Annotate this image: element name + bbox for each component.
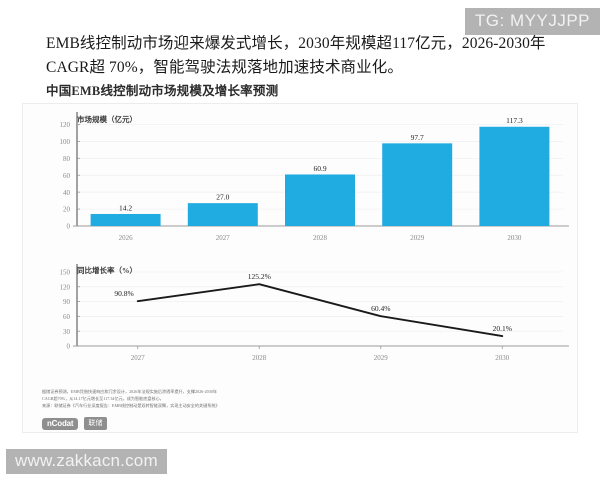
svg-text:2027: 2027 <box>131 354 146 362</box>
svg-text:90.8%: 90.8% <box>114 289 133 298</box>
svg-text:0: 0 <box>67 343 71 351</box>
chart-card: 0 20 40 60 80 100 120 14.2 27.0 60.9 97.7 117.3 20… <box>22 103 578 433</box>
bar-chart-bars <box>90 126 550 226</box>
svg-text:60: 60 <box>63 313 71 321</box>
svg-text:2030: 2030 <box>495 354 510 362</box>
line-chart-y-axis: 0 30 60 90 120 150 <box>60 269 80 351</box>
svg-text:80: 80 <box>63 155 71 163</box>
bar-chart-x-axis: 2026 2027 2028 2029 2030 <box>119 234 522 242</box>
bar-chart-value-labels: 14.2 27.0 60.9 97.7 117.3 <box>119 116 523 212</box>
svg-text:30: 30 <box>63 328 71 336</box>
svg-text:150: 150 <box>60 269 71 277</box>
market-size-bar-chart: 0 20 40 60 80 100 120 14.2 27.0 60.9 97.7 117.3 20… <box>31 108 571 254</box>
logo-badge: 联储 <box>84 417 107 430</box>
svg-text:0: 0 <box>67 223 71 231</box>
footnote-line: 据储证券预测，EMB凭借快速响应和冗余设计，2026年法规实施后渗透率提升，支撑… <box>42 389 217 394</box>
svg-text:2027: 2027 <box>216 234 231 242</box>
growth-rate-line-chart: 0 30 60 90 120 150 90.8% 125.2% 60.4% 20.1% 2027… <box>31 260 571 372</box>
svg-text:2030: 2030 <box>507 234 522 242</box>
source-logo: nCodat 联储 <box>42 417 107 430</box>
svg-text:2029: 2029 <box>410 234 425 242</box>
bar-chart-svg: 0 20 40 60 80 100 120 14.2 27.0 60.9 97.7 117.3 20… <box>60 112 569 242</box>
chart-subtitle: 中国EMB线控制动市场规模及增长率预测 <box>46 84 279 98</box>
line-chart-axis-title: 同比增长率（%） <box>77 265 137 275</box>
svg-text:117.3: 117.3 <box>506 116 523 125</box>
footnote-line: 来源：联储证券《汽车行业深度报告：EMB线控制动是双转智能双臂，实现主动安全的关… <box>42 402 220 408</box>
line-chart-gridlines <box>73 264 569 347</box>
footnote-line: CAGR超70%，从14.17亿元增长至117.34亿元，成为智能底盘核心。 <box>42 395 164 401</box>
svg-text:2026: 2026 <box>119 234 134 242</box>
svg-text:90: 90 <box>63 298 71 306</box>
svg-text:60.4%: 60.4% <box>371 304 390 313</box>
bar-chart-axis-title: 市场规模（亿元） <box>77 114 137 124</box>
svg-text:14.2: 14.2 <box>119 203 132 212</box>
svg-text:2028: 2028 <box>252 354 267 362</box>
line-chart-series <box>136 283 504 338</box>
svg-text:60.9: 60.9 <box>313 164 326 173</box>
svg-text:2028: 2028 <box>313 234 328 242</box>
svg-text:120: 120 <box>60 121 71 129</box>
footnote: 据储证券预测，EMB凭借快速响应和冗余设计，2026年法规实施后渗透率提升，支撑… <box>42 389 462 409</box>
telegram-watermark: TG: MYYJJPP <box>464 8 600 35</box>
svg-text:2029: 2029 <box>374 354 389 362</box>
svg-text:20.1%: 20.1% <box>493 324 512 333</box>
svg-text:40: 40 <box>63 189 71 197</box>
svg-text:97.7: 97.7 <box>411 133 424 142</box>
svg-text:100: 100 <box>60 138 71 146</box>
line-chart-value-labels: 90.8% 125.2% 60.4% 20.1% <box>114 272 512 333</box>
svg-text:125.2%: 125.2% <box>248 272 271 281</box>
svg-text:120: 120 <box>60 283 71 291</box>
site-watermark: www.zakkacn.com <box>6 448 167 474</box>
svg-text:60: 60 <box>63 172 71 180</box>
page-title: EMB线控制动市场迎来爆发式增长，2030年规模超117亿元，2026-2030… <box>46 35 546 77</box>
line-chart-svg: 0 30 60 90 120 150 90.8% 125.2% 60.4% 20.1% 2027… <box>60 264 569 362</box>
svg-text:27.0: 27.0 <box>216 193 229 202</box>
line-chart-x-axis: 2027 2028 2029 2030 <box>131 346 510 362</box>
svg-text:20: 20 <box>63 206 71 214</box>
bar-chart-y-axis: 0 20 40 60 80 100 120 <box>60 121 80 231</box>
logo-wordmark: nCodat <box>42 417 79 430</box>
